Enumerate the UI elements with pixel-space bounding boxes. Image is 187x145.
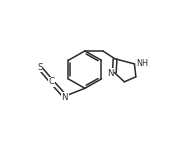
Text: N: N bbox=[62, 93, 68, 102]
Text: C: C bbox=[49, 77, 55, 86]
Text: N: N bbox=[108, 69, 114, 78]
Text: S: S bbox=[37, 63, 42, 72]
Text: NH: NH bbox=[137, 59, 149, 68]
